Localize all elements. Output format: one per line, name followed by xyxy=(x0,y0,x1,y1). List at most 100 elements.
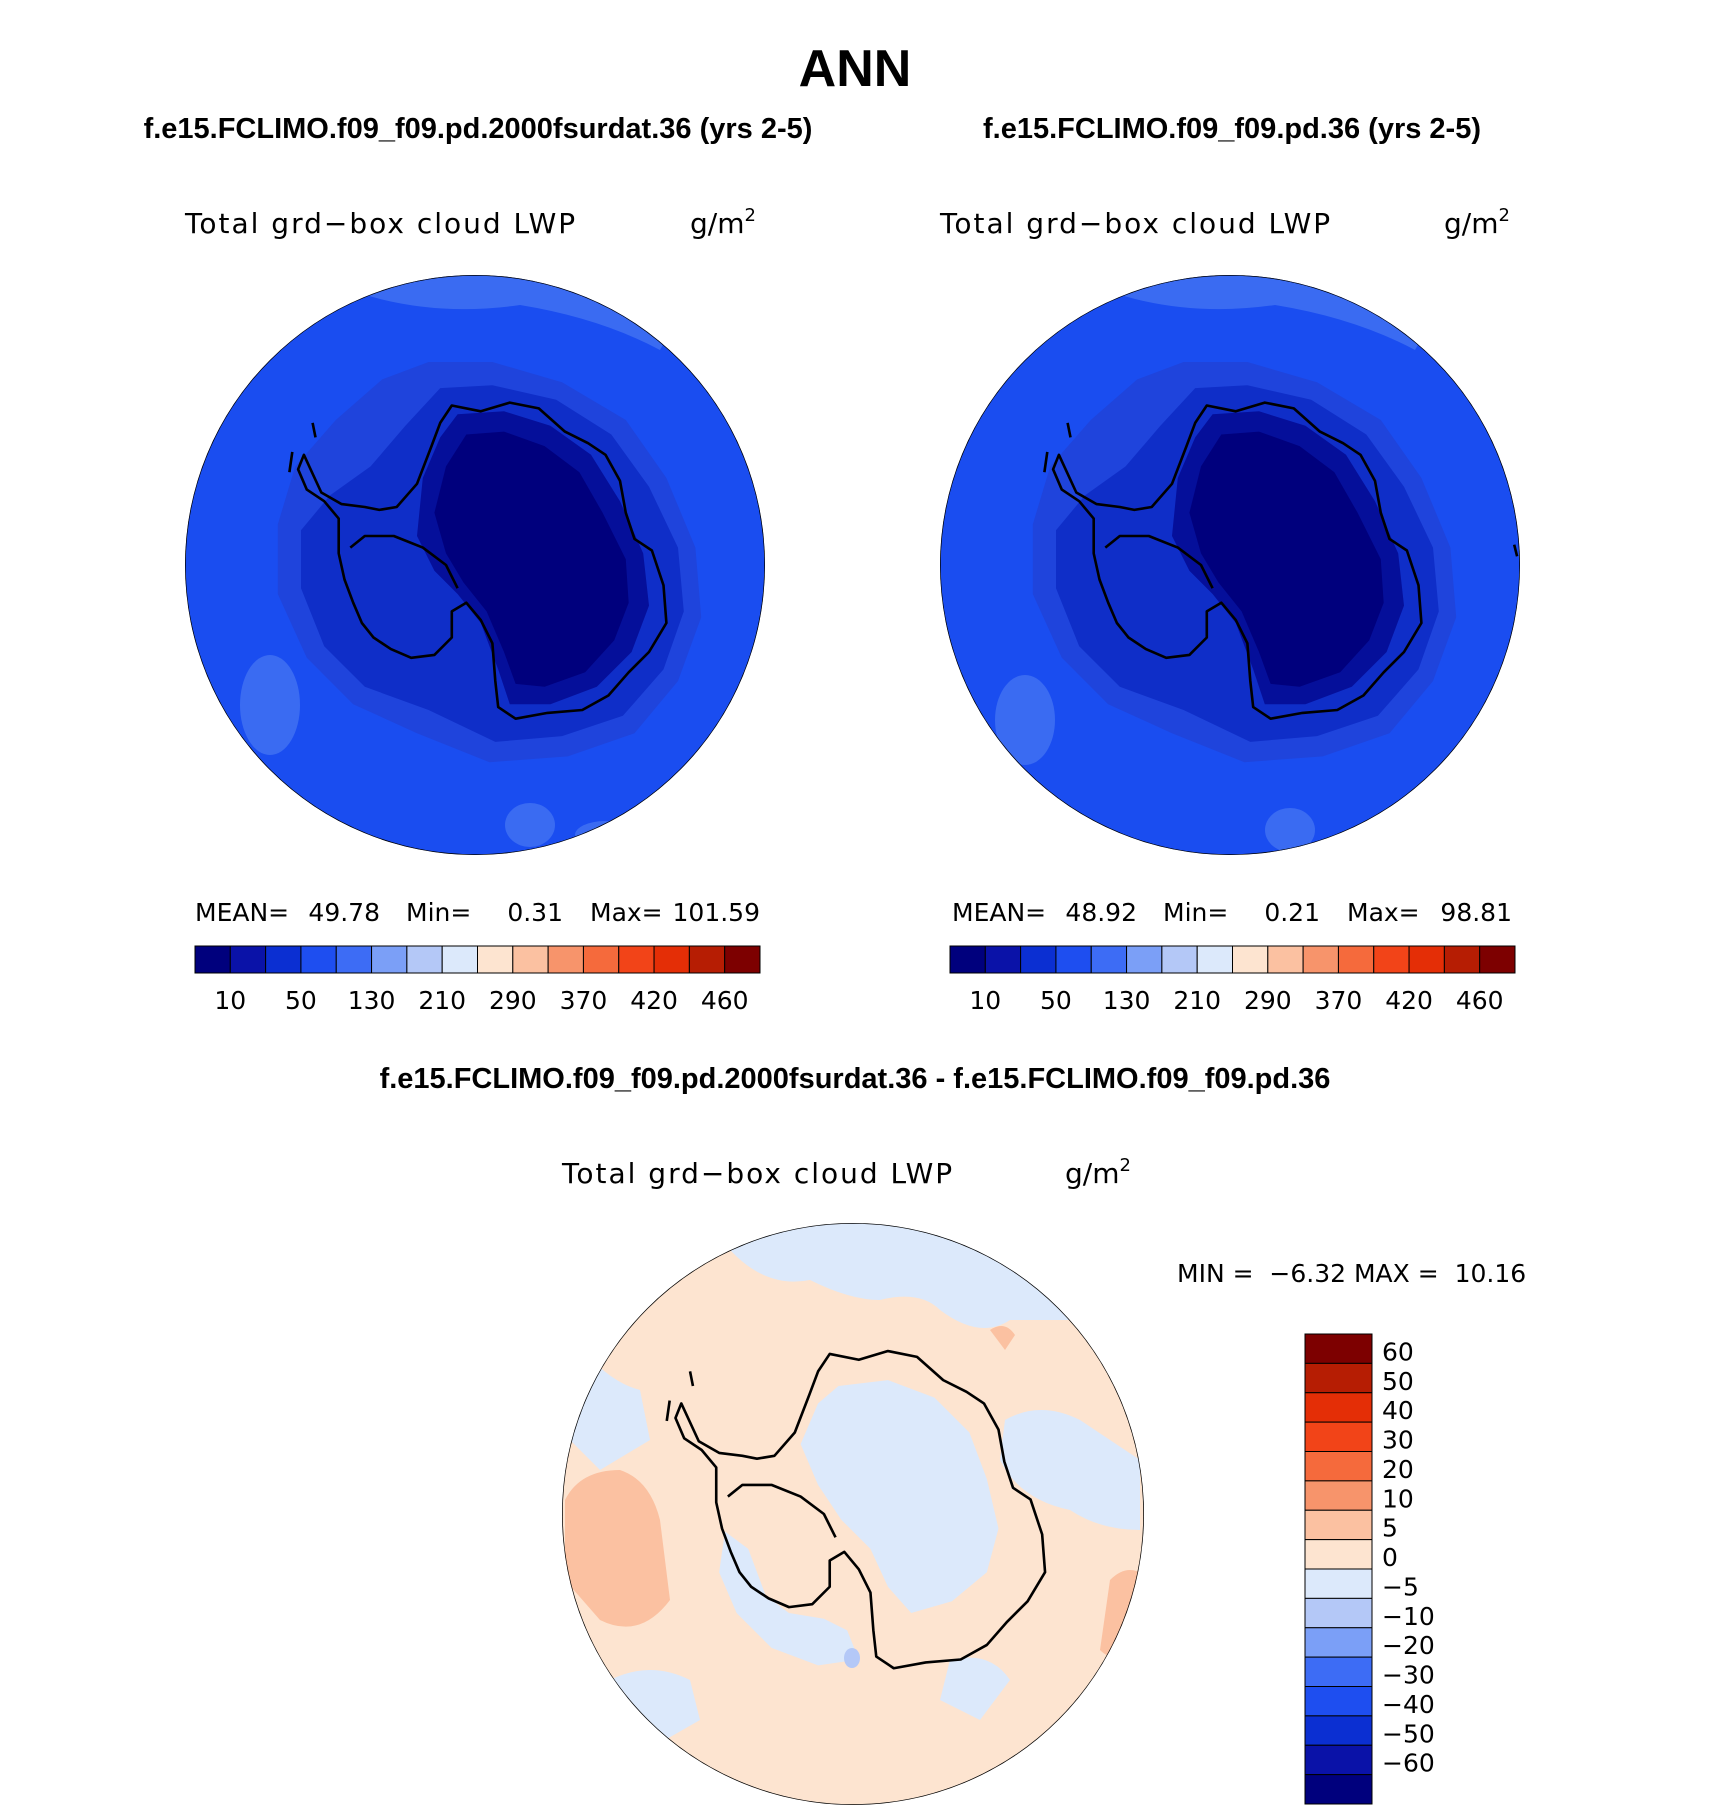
difference-colorbar-swatch xyxy=(1304,1509,1373,1541)
case-a-variable-label: Total grd−box cloud LWP xyxy=(184,207,577,240)
case-a-colorbar-tick-label: 370 xyxy=(560,986,608,1015)
difference-colorbar-tick-label: 20 xyxy=(1382,1455,1414,1484)
case-b-colorbar-swatch xyxy=(984,945,1022,974)
difference-min-max: MIN = −6.32 MAX = 10.16 xyxy=(1177,1259,1526,1288)
case-a-colorbar-tick-label: 290 xyxy=(489,986,537,1015)
case-b-title: f.e15.FCLIMO.f09_f09.pd.36 (yrs 2-5) xyxy=(983,113,1481,145)
difference-colorbar-tick-label: −20 xyxy=(1382,1631,1435,1660)
case-b-stats: MEAN= 48.92 Min= 0.21 Max= 98.81 xyxy=(952,898,1512,927)
difference-colorbar-tick-label: 40 xyxy=(1382,1396,1414,1425)
case-a-mean-label: MEAN= xyxy=(195,898,289,927)
panel-difference: f.e15.FCLIMO.f09_f09.pd.2000fsurdat.36 -… xyxy=(380,1063,1526,1805)
case-b-colorbar-swatch xyxy=(1232,945,1269,974)
case-b-colorbar-labels: 10 50 130 210 290 370 420 460 xyxy=(969,986,1503,1015)
case-a-max-label: Max= xyxy=(590,898,663,927)
case-b-colorbar-swatch xyxy=(1126,945,1163,974)
case-a-colorbar-swatch xyxy=(512,945,549,974)
difference-units: g/m2 xyxy=(1065,1155,1131,1190)
case-b-colorbar-swatch xyxy=(1479,945,1516,974)
case-b-colorbar-tick-label: 420 xyxy=(1385,986,1433,1015)
difference-colorbar-tick-label: −10 xyxy=(1382,1602,1435,1631)
case-a-colorbar-swatch xyxy=(618,945,655,974)
case-b-colorbar-swatch xyxy=(1161,945,1198,974)
case-b-units: g/m2 xyxy=(1444,205,1510,240)
difference-colorbar-tick-label: 60 xyxy=(1382,1337,1414,1366)
case-a-polar-map xyxy=(185,275,765,855)
difference-colorbar-swatch xyxy=(1304,1362,1373,1394)
difference-colorbar-swatch xyxy=(1304,1451,1373,1482)
case-b-polar-map xyxy=(940,275,1520,855)
difference-colorbar-swatch xyxy=(1304,1715,1373,1746)
difference-colorbar-tick-label: 10 xyxy=(1382,1484,1414,1513)
panel-case-b: f.e15.FCLIMO.f09_f09.pd.36 (yrs 2-5) Tot… xyxy=(939,113,1520,1015)
difference-colorbar-tick-label: 5 xyxy=(1382,1514,1398,1543)
case-b-colorbar-swatch xyxy=(1090,945,1128,974)
case-a-max-value: 101.59 xyxy=(673,898,760,927)
case-b-colorbar-tick-label: 210 xyxy=(1173,986,1221,1015)
figure-title: ANN xyxy=(799,40,912,98)
difference-variable-label: Total grd−box cloud LWP xyxy=(561,1157,954,1190)
case-b-max-label: Max= xyxy=(1347,898,1420,927)
case-a-colorbar-swatch xyxy=(229,945,267,974)
case-b-colorbar-swatch xyxy=(1020,945,1057,974)
case-b-colorbar-swatch xyxy=(1196,945,1233,974)
case-a-title: f.e15.FCLIMO.f09_f09.pd.2000fsurdat.36 (… xyxy=(144,113,813,145)
case-a-colorbar-tick-label: 460 xyxy=(701,986,749,1015)
case-b-colorbar-tick-label: 370 xyxy=(1315,986,1363,1015)
difference-colorbar-swatch xyxy=(1304,1656,1373,1687)
case-a-colorbar-swatch xyxy=(547,945,584,974)
case-a-colorbar-labels: 10 50 130 210 290 370 420 460 xyxy=(214,986,748,1015)
case-a-colorbar-swatch xyxy=(688,945,726,974)
panel-case-a: f.e15.FCLIMO.f09_f09.pd.2000fsurdat.36 (… xyxy=(144,113,813,1015)
case-b-colorbar-tick-label: 130 xyxy=(1103,986,1151,1015)
difference-colorbar-swatch xyxy=(1304,1627,1373,1658)
case-b-colorbar-swatch xyxy=(1302,945,1339,974)
difference-colorbar-tick-label: 30 xyxy=(1382,1426,1414,1455)
case-b-colorbar-swatch xyxy=(949,945,986,974)
case-b-colorbar-swatch xyxy=(1337,945,1375,974)
case-b-colorbar-tick-label: 50 xyxy=(1040,986,1072,1015)
difference-colorbar-swatch xyxy=(1304,1744,1373,1776)
case-a-min-label: Min= xyxy=(406,898,471,927)
case-b-mean-label: MEAN= xyxy=(952,898,1046,927)
case-a-colorbar-tick-label: 50 xyxy=(285,986,317,1015)
difference-colorbar-tick-label: −40 xyxy=(1382,1690,1435,1719)
case-a-colorbar xyxy=(194,945,761,974)
case-b-colorbar-tick-label: 10 xyxy=(969,986,1001,1015)
difference-colorbar-tick-label: 50 xyxy=(1382,1367,1414,1396)
case-b-colorbar-swatch xyxy=(1443,945,1481,974)
case-a-colorbar-swatch xyxy=(194,945,231,974)
case-b-colorbar-tick-label: 460 xyxy=(1456,986,1504,1015)
case-b-colorbar-swatch xyxy=(1267,945,1304,974)
case-a-colorbar-swatch xyxy=(724,945,761,974)
case-b-max-value: 98.81 xyxy=(1440,898,1512,927)
difference-colorbar-swatch xyxy=(1304,1480,1373,1511)
case-a-colorbar-swatch xyxy=(582,945,620,974)
case-a-colorbar-swatch xyxy=(653,945,690,974)
case-b-mean-value: 48.92 xyxy=(1065,898,1137,927)
difference-colorbar-tick-label: −30 xyxy=(1382,1661,1435,1690)
difference-colorbar-tick-label: 0 xyxy=(1382,1543,1398,1572)
case-a-colorbar-swatch xyxy=(477,945,514,974)
case-a-colorbar-tick-label: 210 xyxy=(418,986,466,1015)
difference-colorbar-tick-label: −50 xyxy=(1382,1719,1435,1748)
case-a-units: g/m2 xyxy=(690,205,756,240)
case-b-colorbar-tick-label: 290 xyxy=(1244,986,1292,1015)
difference-colorbar-swatch xyxy=(1304,1686,1373,1717)
difference-colorbar xyxy=(1304,1333,1373,1805)
case-a-mean-value: 49.78 xyxy=(308,898,380,927)
difference-colorbar-swatch xyxy=(1304,1597,1373,1629)
case-a-colorbar-tick-label: 420 xyxy=(630,986,678,1015)
case-a-min-value: 0.31 xyxy=(507,898,563,927)
difference-colorbar-swatch xyxy=(1304,1539,1373,1570)
case-a-colorbar-tick-label: 130 xyxy=(348,986,396,1015)
difference-colorbar-swatch xyxy=(1304,1774,1373,1805)
case-b-colorbar-swatch xyxy=(1055,945,1092,974)
case-b-min-label: Min= xyxy=(1163,898,1228,927)
case-a-colorbar-swatch xyxy=(441,945,478,974)
case-b-colorbar-swatch xyxy=(1373,945,1410,974)
case-b-colorbar xyxy=(949,945,1516,974)
case-a-stats: MEAN= 49.78 Min= 0.31 Max= 101.59 xyxy=(195,898,760,927)
